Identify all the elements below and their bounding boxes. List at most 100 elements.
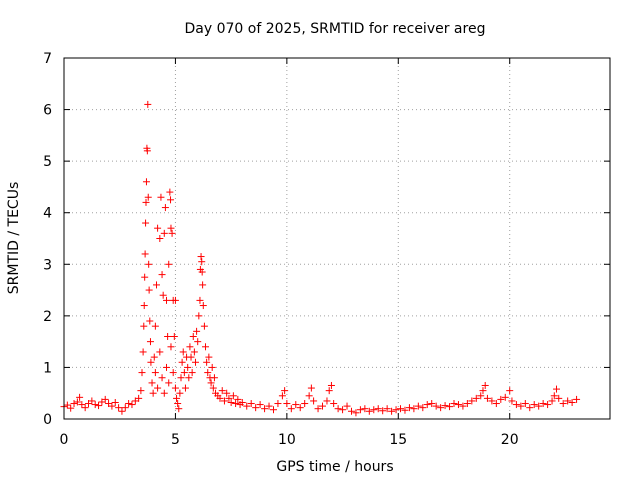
data-point [140, 322, 148, 330]
data-point [161, 204, 169, 212]
data-point [167, 224, 175, 232]
data-point [209, 384, 217, 392]
data-point [256, 401, 264, 409]
data-point [176, 389, 184, 397]
data-point [459, 402, 467, 410]
data-point [141, 250, 149, 258]
data-point [187, 353, 195, 361]
x-tick-label: 0 [60, 432, 69, 448]
data-point [319, 402, 327, 410]
data-point [150, 353, 158, 361]
data-point [148, 379, 156, 387]
x-tick-label: 10 [278, 432, 296, 448]
data-point [135, 394, 143, 402]
data-point [167, 196, 175, 204]
data-point [146, 338, 154, 346]
x-tick-label: 15 [389, 432, 407, 448]
data-point [188, 369, 196, 377]
data-point [189, 332, 197, 340]
data-point [156, 235, 164, 242]
data-point [144, 193, 152, 201]
y-tick-label: 4 [43, 206, 52, 222]
data-point [210, 374, 218, 382]
data-point [177, 374, 185, 382]
data-point [190, 348, 198, 356]
data-point [142, 178, 150, 186]
data-point [356, 406, 364, 414]
data-point [163, 363, 171, 371]
data-point [198, 268, 206, 276]
data-point [205, 353, 213, 361]
data-point [181, 384, 189, 392]
data-point [166, 188, 174, 196]
data-point [450, 400, 458, 408]
data-point [199, 302, 207, 310]
grid [64, 58, 610, 419]
data-point [227, 398, 235, 406]
data-point [174, 400, 182, 408]
data-point [115, 404, 123, 412]
data-point [405, 404, 413, 412]
data-point [91, 401, 99, 409]
data-point [159, 291, 167, 299]
data-point [108, 402, 116, 410]
data-point [287, 405, 295, 413]
data-point [143, 147, 151, 155]
data-point [171, 384, 179, 392]
data-point [171, 296, 179, 304]
data-point [202, 343, 210, 351]
data-point [361, 405, 369, 413]
data-point [483, 394, 491, 402]
data-point [472, 394, 480, 402]
data-point [165, 379, 173, 387]
data-point [195, 312, 203, 320]
data-point [388, 407, 396, 415]
data-point [151, 369, 159, 377]
data-point [73, 398, 81, 406]
data-point [152, 281, 160, 289]
data-point [401, 406, 409, 414]
data-point [220, 397, 228, 405]
data-point [392, 406, 400, 414]
data-point [169, 369, 177, 377]
data-point [170, 332, 178, 340]
data-point [184, 363, 192, 371]
data-point [149, 389, 157, 397]
data-point [145, 286, 153, 294]
data-point [365, 407, 373, 415]
data-point [559, 400, 567, 408]
chart-title: Day 070 of 2025, SRMTID for receiver are… [185, 21, 486, 37]
data-point [175, 405, 183, 413]
data-points [60, 100, 581, 417]
data-point [186, 343, 194, 351]
data-point [573, 395, 581, 403]
data-point [446, 403, 454, 411]
data-point [238, 398, 246, 406]
data-point [488, 397, 496, 405]
data-point [501, 393, 509, 401]
data-point [568, 398, 576, 406]
data-point [243, 402, 251, 410]
data-point [506, 387, 514, 395]
y-tick-label: 5 [43, 154, 52, 170]
data-point [310, 397, 318, 405]
data-point [144, 100, 152, 108]
data-point [168, 229, 176, 237]
data-point [160, 389, 168, 397]
data-point [508, 397, 516, 405]
data-point [142, 198, 150, 206]
data-point [141, 273, 149, 281]
data-point [463, 400, 471, 408]
data-point [454, 401, 462, 409]
data-point [281, 387, 289, 395]
data-point [479, 387, 487, 395]
data-point [301, 400, 309, 408]
data-point [194, 338, 202, 346]
data-point [138, 369, 146, 377]
data-point [252, 404, 260, 412]
data-point [197, 253, 205, 261]
data-point [352, 409, 360, 417]
data-point [517, 402, 525, 410]
data-point [410, 405, 418, 413]
data-point [95, 402, 103, 410]
